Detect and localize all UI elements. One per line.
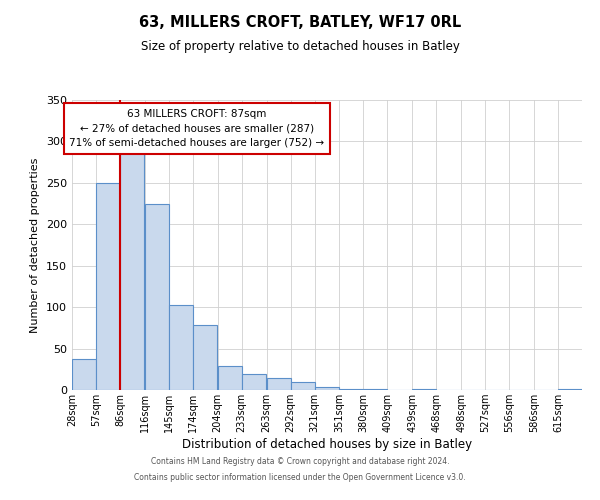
X-axis label: Distribution of detached houses by size in Batley: Distribution of detached houses by size … xyxy=(182,438,472,451)
Bar xyxy=(364,389,388,390)
Bar xyxy=(290,382,314,390)
Bar xyxy=(314,386,338,390)
Text: Size of property relative to detached houses in Batley: Size of property relative to detached ho… xyxy=(140,40,460,53)
Bar xyxy=(558,389,582,390)
Bar xyxy=(340,389,364,390)
Bar xyxy=(218,366,242,390)
Text: 63 MILLERS CROFT: 87sqm
← 27% of detached houses are smaller (287)
71% of semi-d: 63 MILLERS CROFT: 87sqm ← 27% of detache… xyxy=(70,108,325,148)
Text: 63, MILLERS CROFT, BATLEY, WF17 0RL: 63, MILLERS CROFT, BATLEY, WF17 0RL xyxy=(139,15,461,30)
Bar xyxy=(145,204,169,390)
Bar xyxy=(72,358,96,390)
Text: Contains HM Land Registry data © Crown copyright and database right 2024.: Contains HM Land Registry data © Crown c… xyxy=(151,458,449,466)
Bar xyxy=(412,389,436,390)
Bar xyxy=(266,378,290,390)
Y-axis label: Number of detached properties: Number of detached properties xyxy=(31,158,40,332)
Bar xyxy=(120,147,144,390)
Bar xyxy=(169,304,193,390)
Text: Contains public sector information licensed under the Open Government Licence v3: Contains public sector information licen… xyxy=(134,472,466,482)
Bar xyxy=(242,374,266,390)
Bar xyxy=(96,183,120,390)
Bar xyxy=(193,326,217,390)
